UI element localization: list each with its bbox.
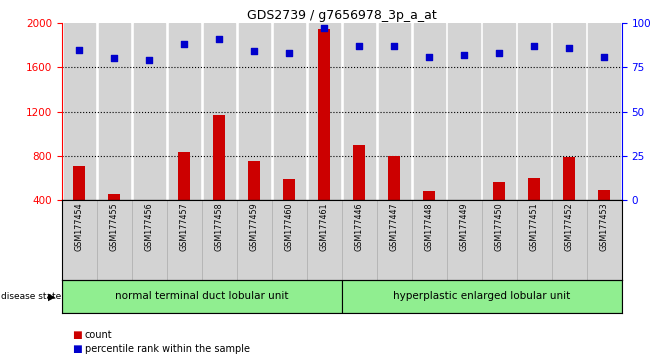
Bar (309, 23, 340, 200)
Bar (413, 23, 445, 200)
Bar (318, 29, 331, 244)
Point (389, 43, 400, 49)
Text: disease state: disease state (1, 292, 62, 301)
Text: GSM177454: GSM177454 (75, 202, 84, 251)
Bar (73, 166, 85, 244)
Bar (484, 23, 515, 200)
Text: GSM177457: GSM177457 (180, 202, 189, 251)
Text: GSM177455: GSM177455 (110, 202, 119, 251)
Text: GSM177459: GSM177459 (250, 202, 259, 251)
Bar (458, 202, 471, 244)
Bar (563, 157, 575, 244)
Bar (353, 145, 365, 244)
Title: GDS2739 / g7656978_3p_a_at: GDS2739 / g7656978_3p_a_at (247, 9, 437, 22)
Bar (553, 23, 585, 200)
Text: ■: ■ (72, 344, 81, 354)
Text: GSM177450: GSM177450 (495, 202, 504, 251)
Point (459, 52, 469, 58)
Point (249, 48, 260, 54)
Text: percentile rank within the sample: percentile rank within the sample (85, 344, 249, 354)
Bar (493, 182, 505, 244)
Text: ■: ■ (72, 330, 81, 339)
Point (494, 50, 505, 56)
Text: GSM177460: GSM177460 (284, 202, 294, 251)
Bar (143, 201, 156, 244)
Point (319, 25, 329, 31)
Text: GSM177461: GSM177461 (320, 202, 329, 251)
Point (354, 43, 365, 49)
Text: GSM177452: GSM177452 (564, 202, 574, 251)
Bar (98, 23, 130, 200)
Bar (423, 191, 436, 244)
Text: GSM177458: GSM177458 (215, 202, 224, 251)
Bar (378, 23, 410, 200)
Text: GSM177451: GSM177451 (530, 202, 539, 251)
Point (74, 47, 85, 52)
Text: GSM177456: GSM177456 (145, 202, 154, 251)
Text: GSM177453: GSM177453 (600, 202, 609, 251)
Point (109, 56, 120, 61)
Text: normal terminal duct lobular unit: normal terminal duct lobular unit (115, 291, 288, 302)
Bar (108, 194, 120, 244)
Bar (598, 190, 611, 244)
Bar (342, 280, 622, 313)
Bar (518, 23, 550, 200)
Text: ▶: ▶ (48, 291, 55, 302)
Text: hyperplastic enlarged lobular unit: hyperplastic enlarged lobular unit (393, 291, 570, 302)
Point (599, 54, 609, 59)
Text: GSM177449: GSM177449 (460, 202, 469, 251)
Bar (248, 161, 260, 244)
Bar (528, 178, 540, 244)
Bar (388, 156, 400, 244)
Text: count: count (85, 330, 112, 339)
Bar (344, 23, 375, 200)
Bar (204, 23, 235, 200)
Bar (589, 23, 620, 200)
Point (179, 41, 189, 47)
Point (424, 54, 434, 59)
Point (214, 36, 225, 42)
Text: GSM177446: GSM177446 (355, 202, 364, 251)
Point (564, 45, 574, 51)
Bar (169, 23, 200, 200)
Text: GSM177447: GSM177447 (390, 202, 399, 251)
Bar (213, 115, 225, 244)
Point (284, 50, 294, 56)
Bar (273, 23, 305, 200)
Bar (133, 23, 165, 200)
Bar (449, 23, 480, 200)
Point (144, 57, 154, 63)
Bar (238, 23, 270, 200)
Text: GSM177448: GSM177448 (424, 202, 434, 251)
Bar (178, 153, 191, 244)
Bar (283, 179, 296, 244)
Bar (64, 23, 95, 200)
Bar (62, 280, 342, 313)
Point (529, 43, 540, 49)
